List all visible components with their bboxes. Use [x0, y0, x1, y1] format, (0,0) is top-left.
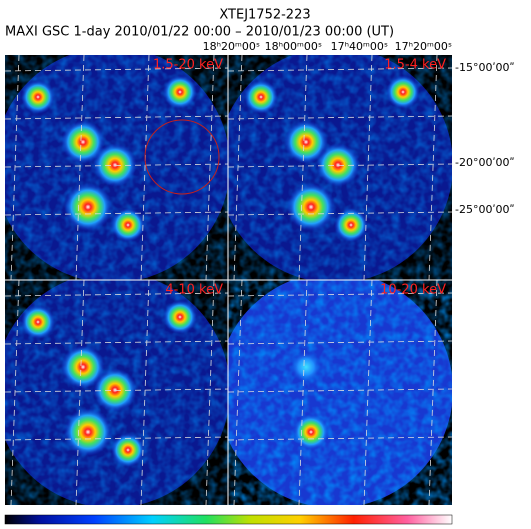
grid-dec	[228, 436, 452, 441]
source	[111, 433, 145, 467]
ra-label: 18ʰ00ᵐ00ˢ	[265, 40, 322, 53]
grid-ra	[205, 280, 215, 505]
grid-ra	[233, 55, 243, 280]
grid-dec	[228, 67, 452, 72]
source	[163, 300, 197, 334]
ra-label: 18ʰ20ᵐ00ˢ	[203, 40, 260, 53]
grid-dec	[228, 388, 452, 393]
grid-dec	[5, 340, 229, 345]
dec-label: -20°00ʹ00ʺ	[455, 156, 515, 169]
source	[64, 183, 112, 231]
sky-panel	[228, 280, 452, 505]
source	[284, 120, 328, 164]
source	[163, 75, 197, 109]
source	[61, 120, 105, 164]
source	[111, 208, 145, 242]
grid-ra	[233, 280, 243, 505]
dec-label: -15°00ʹ00ʺ	[455, 61, 515, 74]
ra-label: 17ʰ40ᵐ00ˢ	[331, 40, 388, 53]
source	[21, 80, 55, 114]
grid-ra	[363, 55, 373, 280]
grid-dec	[228, 292, 452, 297]
source	[287, 183, 335, 231]
sky-panel	[228, 55, 452, 280]
sky-panel	[5, 55, 229, 280]
background-region	[144, 119, 220, 195]
source	[93, 368, 137, 412]
source	[244, 80, 278, 114]
grid-ra	[298, 280, 308, 505]
source	[386, 75, 420, 109]
grid-dec	[5, 115, 229, 120]
source	[61, 345, 105, 389]
grid-ra	[363, 280, 373, 505]
source	[293, 414, 329, 450]
band-label: 10-20 keV	[380, 283, 446, 298]
grid-ra	[10, 55, 20, 280]
grid-ra	[205, 55, 215, 280]
grid-ra	[75, 55, 85, 280]
grid-dec	[5, 436, 229, 441]
source	[21, 305, 55, 339]
grid-dec	[228, 211, 452, 216]
band-label: 1.5-4 keV	[384, 58, 446, 73]
ra-label: 17ʰ20ᵐ00ˢ	[395, 40, 452, 53]
source	[93, 143, 137, 187]
grid-dec	[5, 292, 229, 297]
source	[316, 143, 360, 187]
dec-label: -25°00ʹ00ʺ	[455, 203, 515, 216]
noise	[228, 280, 452, 505]
grid-ra	[75, 280, 85, 505]
grid-dec	[5, 388, 229, 393]
grid-ra	[298, 55, 308, 280]
grid-dec	[228, 115, 452, 120]
grid-ra	[428, 55, 438, 280]
grid-ra	[10, 280, 20, 505]
subtitle: MAXI GSC 1-day 2010/01/22 00:00 – 2010/0…	[5, 25, 394, 40]
color-bar	[4, 514, 453, 525]
title: XTEJ1752-223	[219, 8, 310, 23]
grid-dec	[5, 163, 229, 168]
sky-panel	[5, 280, 229, 505]
source	[334, 208, 368, 242]
band-label: 4-10 keV	[165, 283, 223, 298]
grid-dec	[228, 163, 452, 168]
source	[64, 408, 112, 456]
band-label: 1.5-20 keV	[153, 58, 223, 73]
grid-dec	[228, 340, 452, 345]
grid-ra	[140, 55, 150, 280]
grid-ra	[140, 280, 150, 505]
grid-dec	[5, 67, 229, 72]
source	[289, 350, 323, 384]
grid-dec	[5, 211, 229, 216]
grid-ra	[428, 280, 438, 505]
